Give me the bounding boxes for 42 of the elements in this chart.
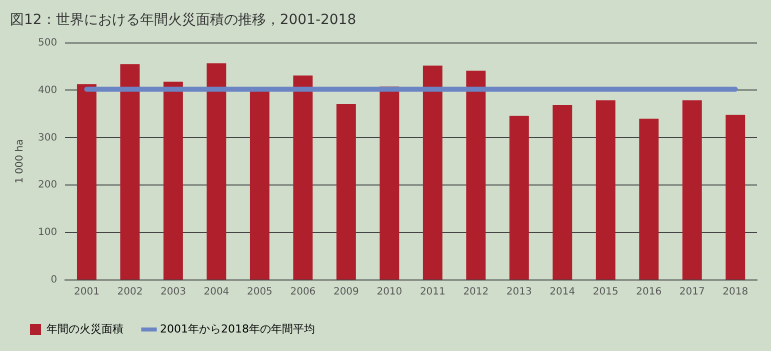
- legend-label: 2001年から2018年の年間平均: [160, 322, 315, 336]
- bar: [206, 63, 226, 280]
- y-tick-label: 100: [38, 227, 58, 238]
- bar: [120, 64, 140, 280]
- x-tick-label: 2012: [463, 286, 489, 298]
- y-tick-label: 500: [38, 37, 58, 48]
- bar: [380, 86, 400, 280]
- bar: [163, 82, 183, 280]
- x-tick-label: 2016: [636, 286, 662, 298]
- bar: [682, 100, 702, 280]
- bar: [552, 104, 572, 280]
- y-tick-label: 400: [38, 84, 58, 96]
- x-tick-label: 2018: [722, 286, 748, 298]
- y-axis-title: 1 000 ha: [14, 139, 26, 184]
- x-tick-label: 2002: [117, 286, 143, 298]
- x-tick-label: 2003: [160, 286, 186, 298]
- bar: [76, 84, 96, 280]
- bar: [293, 76, 313, 280]
- chart-title: 図12：世界における年間火災面積の推移，2001-2018: [10, 12, 356, 28]
- x-tick-label: 2005: [246, 286, 272, 298]
- y-tick-label: 300: [38, 132, 58, 144]
- y-tick-label: 200: [38, 180, 58, 191]
- x-tick-label: 2011: [420, 286, 446, 298]
- x-tick-label: 2006: [290, 286, 316, 298]
- x-tick-label: 2004: [204, 286, 230, 298]
- x-tick-label: 2001: [74, 286, 100, 298]
- bar: [250, 90, 270, 280]
- bar: [422, 66, 442, 280]
- bar: [726, 114, 746, 280]
- x-tick-label: 2017: [679, 286, 705, 298]
- x-tick-label: 2013: [506, 286, 532, 298]
- bar: [509, 116, 529, 280]
- x-tick-label: 2010: [376, 286, 402, 298]
- bar: [466, 70, 486, 280]
- bar: [639, 118, 659, 280]
- x-tick-label: 2009: [333, 286, 359, 298]
- y-tick-label: 0: [50, 274, 58, 286]
- x-tick-label: 2015: [592, 286, 618, 298]
- legend-label: 年間の火災面積: [46, 322, 124, 336]
- bar: [596, 100, 616, 280]
- x-tick-label: 2014: [550, 286, 576, 298]
- bar: [336, 104, 356, 280]
